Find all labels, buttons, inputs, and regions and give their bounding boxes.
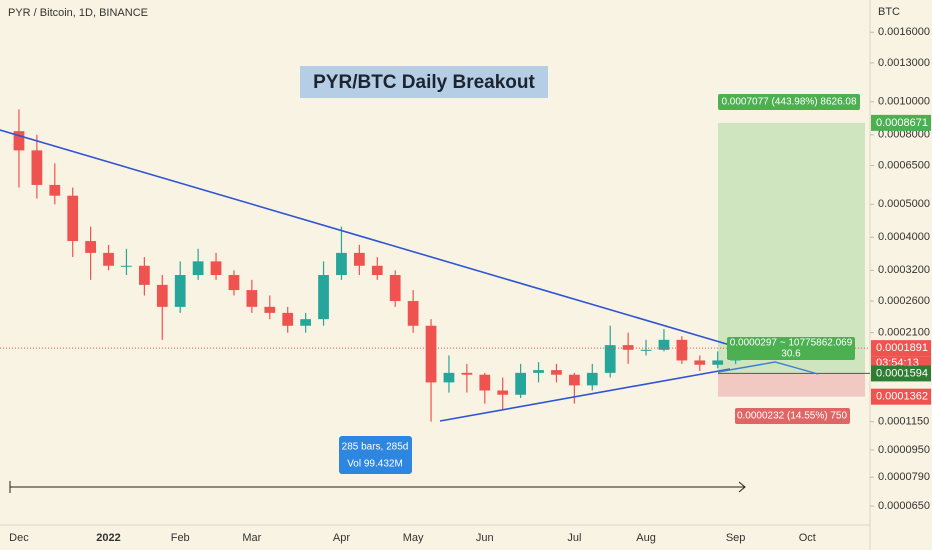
trendline xyxy=(439,368,731,422)
candle-body xyxy=(121,265,132,267)
candle-body xyxy=(139,265,150,285)
x-tick-label: Oct xyxy=(799,532,816,544)
candle-body xyxy=(622,345,634,350)
stop-price-tag-box xyxy=(871,388,931,405)
last-price-tag-box xyxy=(871,340,931,357)
x-tick-label: Jun xyxy=(476,532,494,544)
long-position: 0.0007077 (443.98%) 8626.08 0.0000232 (14… xyxy=(718,94,870,424)
x-tick-label: Jul xyxy=(567,532,581,544)
candle-body xyxy=(551,370,562,375)
candle-body xyxy=(67,195,79,242)
candle-body xyxy=(640,349,652,351)
y-tick-label: 0.0016000 xyxy=(878,26,930,38)
candles xyxy=(13,109,741,422)
candle-body xyxy=(354,252,365,266)
candle-body xyxy=(174,275,186,307)
candle-body xyxy=(371,265,383,276)
candle-body xyxy=(425,325,437,383)
target-price-tag-box xyxy=(871,114,931,131)
x-tick-label: Aug xyxy=(636,532,656,544)
candle-body xyxy=(210,261,222,276)
stop-zone xyxy=(718,373,865,397)
target-zone xyxy=(718,122,865,374)
candle-body xyxy=(604,345,616,373)
candle-body xyxy=(389,275,401,302)
candle-body xyxy=(264,306,276,313)
candle-body xyxy=(533,370,544,373)
candle-body xyxy=(658,339,670,350)
entry-label: 30.6 xyxy=(781,349,801,360)
target-label-box xyxy=(718,94,860,110)
y-tick-label: 0.0000790 xyxy=(878,471,930,483)
x-tick-label: 2022 xyxy=(96,532,120,544)
y-tick-label: 0.0013000 xyxy=(878,57,930,69)
x-tick-label: May xyxy=(403,532,424,544)
projection xyxy=(717,361,819,375)
stop-label: 0.0000232 (14.55%) 750 xyxy=(737,411,848,422)
title-box xyxy=(300,66,548,98)
candle-body xyxy=(694,360,706,365)
x-tick-label: Feb xyxy=(171,532,190,544)
y-tick-label: 0.0004000 xyxy=(878,231,930,243)
y-tick-label: 0.0002600 xyxy=(878,295,930,307)
ruler-box xyxy=(339,436,412,474)
entry-label-box xyxy=(727,337,855,360)
candle-body xyxy=(712,360,724,365)
candle-body xyxy=(49,184,61,196)
candle-body xyxy=(13,131,25,151)
candle-body xyxy=(569,374,580,386)
stop-label-box xyxy=(735,408,850,424)
y-tick-label: 0.0008000 xyxy=(878,129,930,141)
target-price-tag: 0.0008671 xyxy=(876,117,928,129)
stop-price-tag: 0.0001362 xyxy=(876,391,928,403)
trendline xyxy=(0,129,731,346)
ruler-text: 285 bars, 285d xyxy=(342,442,409,453)
y-tick-label: 0.0002100 xyxy=(878,327,930,339)
entry-price-tag: 0.0001594 xyxy=(876,367,928,379)
candle-body xyxy=(300,319,311,326)
candle-body xyxy=(497,390,509,395)
candle-body xyxy=(515,372,526,395)
candle-body xyxy=(246,290,258,307)
price-axis-area xyxy=(870,0,932,550)
candle-body xyxy=(336,252,347,276)
candle-body xyxy=(282,312,294,326)
y-tick-label: 0.0003200 xyxy=(878,264,930,276)
entry-price-tag-box xyxy=(871,365,931,382)
candle-body xyxy=(156,284,168,307)
entry-label: 0.0000297 ~ 10775862.069 xyxy=(730,338,853,349)
y-tick-label: 0.0006500 xyxy=(878,159,930,171)
x-tick-label: Mar xyxy=(242,532,261,544)
candle-body xyxy=(192,261,204,276)
candle-body xyxy=(31,150,43,185)
x-tick-label: Apr xyxy=(333,532,350,544)
candle-body xyxy=(228,275,240,291)
y-tick-label: 0.0005000 xyxy=(878,198,930,210)
candle-body xyxy=(407,301,419,326)
candle-body xyxy=(103,252,114,266)
candle-body xyxy=(85,241,96,253)
candle-body xyxy=(461,372,473,375)
symbol-header: PYR / Bitcoin, 1D, BINANCE xyxy=(8,7,148,19)
x-tick-label: Sep xyxy=(726,532,746,544)
y-tick-label: 0.0001150 xyxy=(878,416,929,428)
candle-body xyxy=(318,275,329,320)
x-tick-label: Dec xyxy=(9,532,29,544)
candle-body xyxy=(443,372,455,383)
last-price-tag: 0.0001891 xyxy=(876,342,928,354)
candle-body xyxy=(586,372,598,386)
candle-body xyxy=(676,339,688,361)
ruler-text: Vol 99.432M xyxy=(347,459,403,470)
candle-body xyxy=(479,374,491,391)
chart-title: PYR/BTC Daily Breakout xyxy=(313,72,535,93)
ruler-arrow xyxy=(738,481,746,493)
y-axis-label: BTC xyxy=(878,6,900,18)
y-tick-label: 0.0010000 xyxy=(878,96,930,108)
target-label: 0.0007077 (443.98%) 8626.08 xyxy=(721,97,857,108)
y-tick-label: 0.0000650 xyxy=(878,500,930,512)
y-tick-label: 0.0000950 xyxy=(878,444,930,456)
